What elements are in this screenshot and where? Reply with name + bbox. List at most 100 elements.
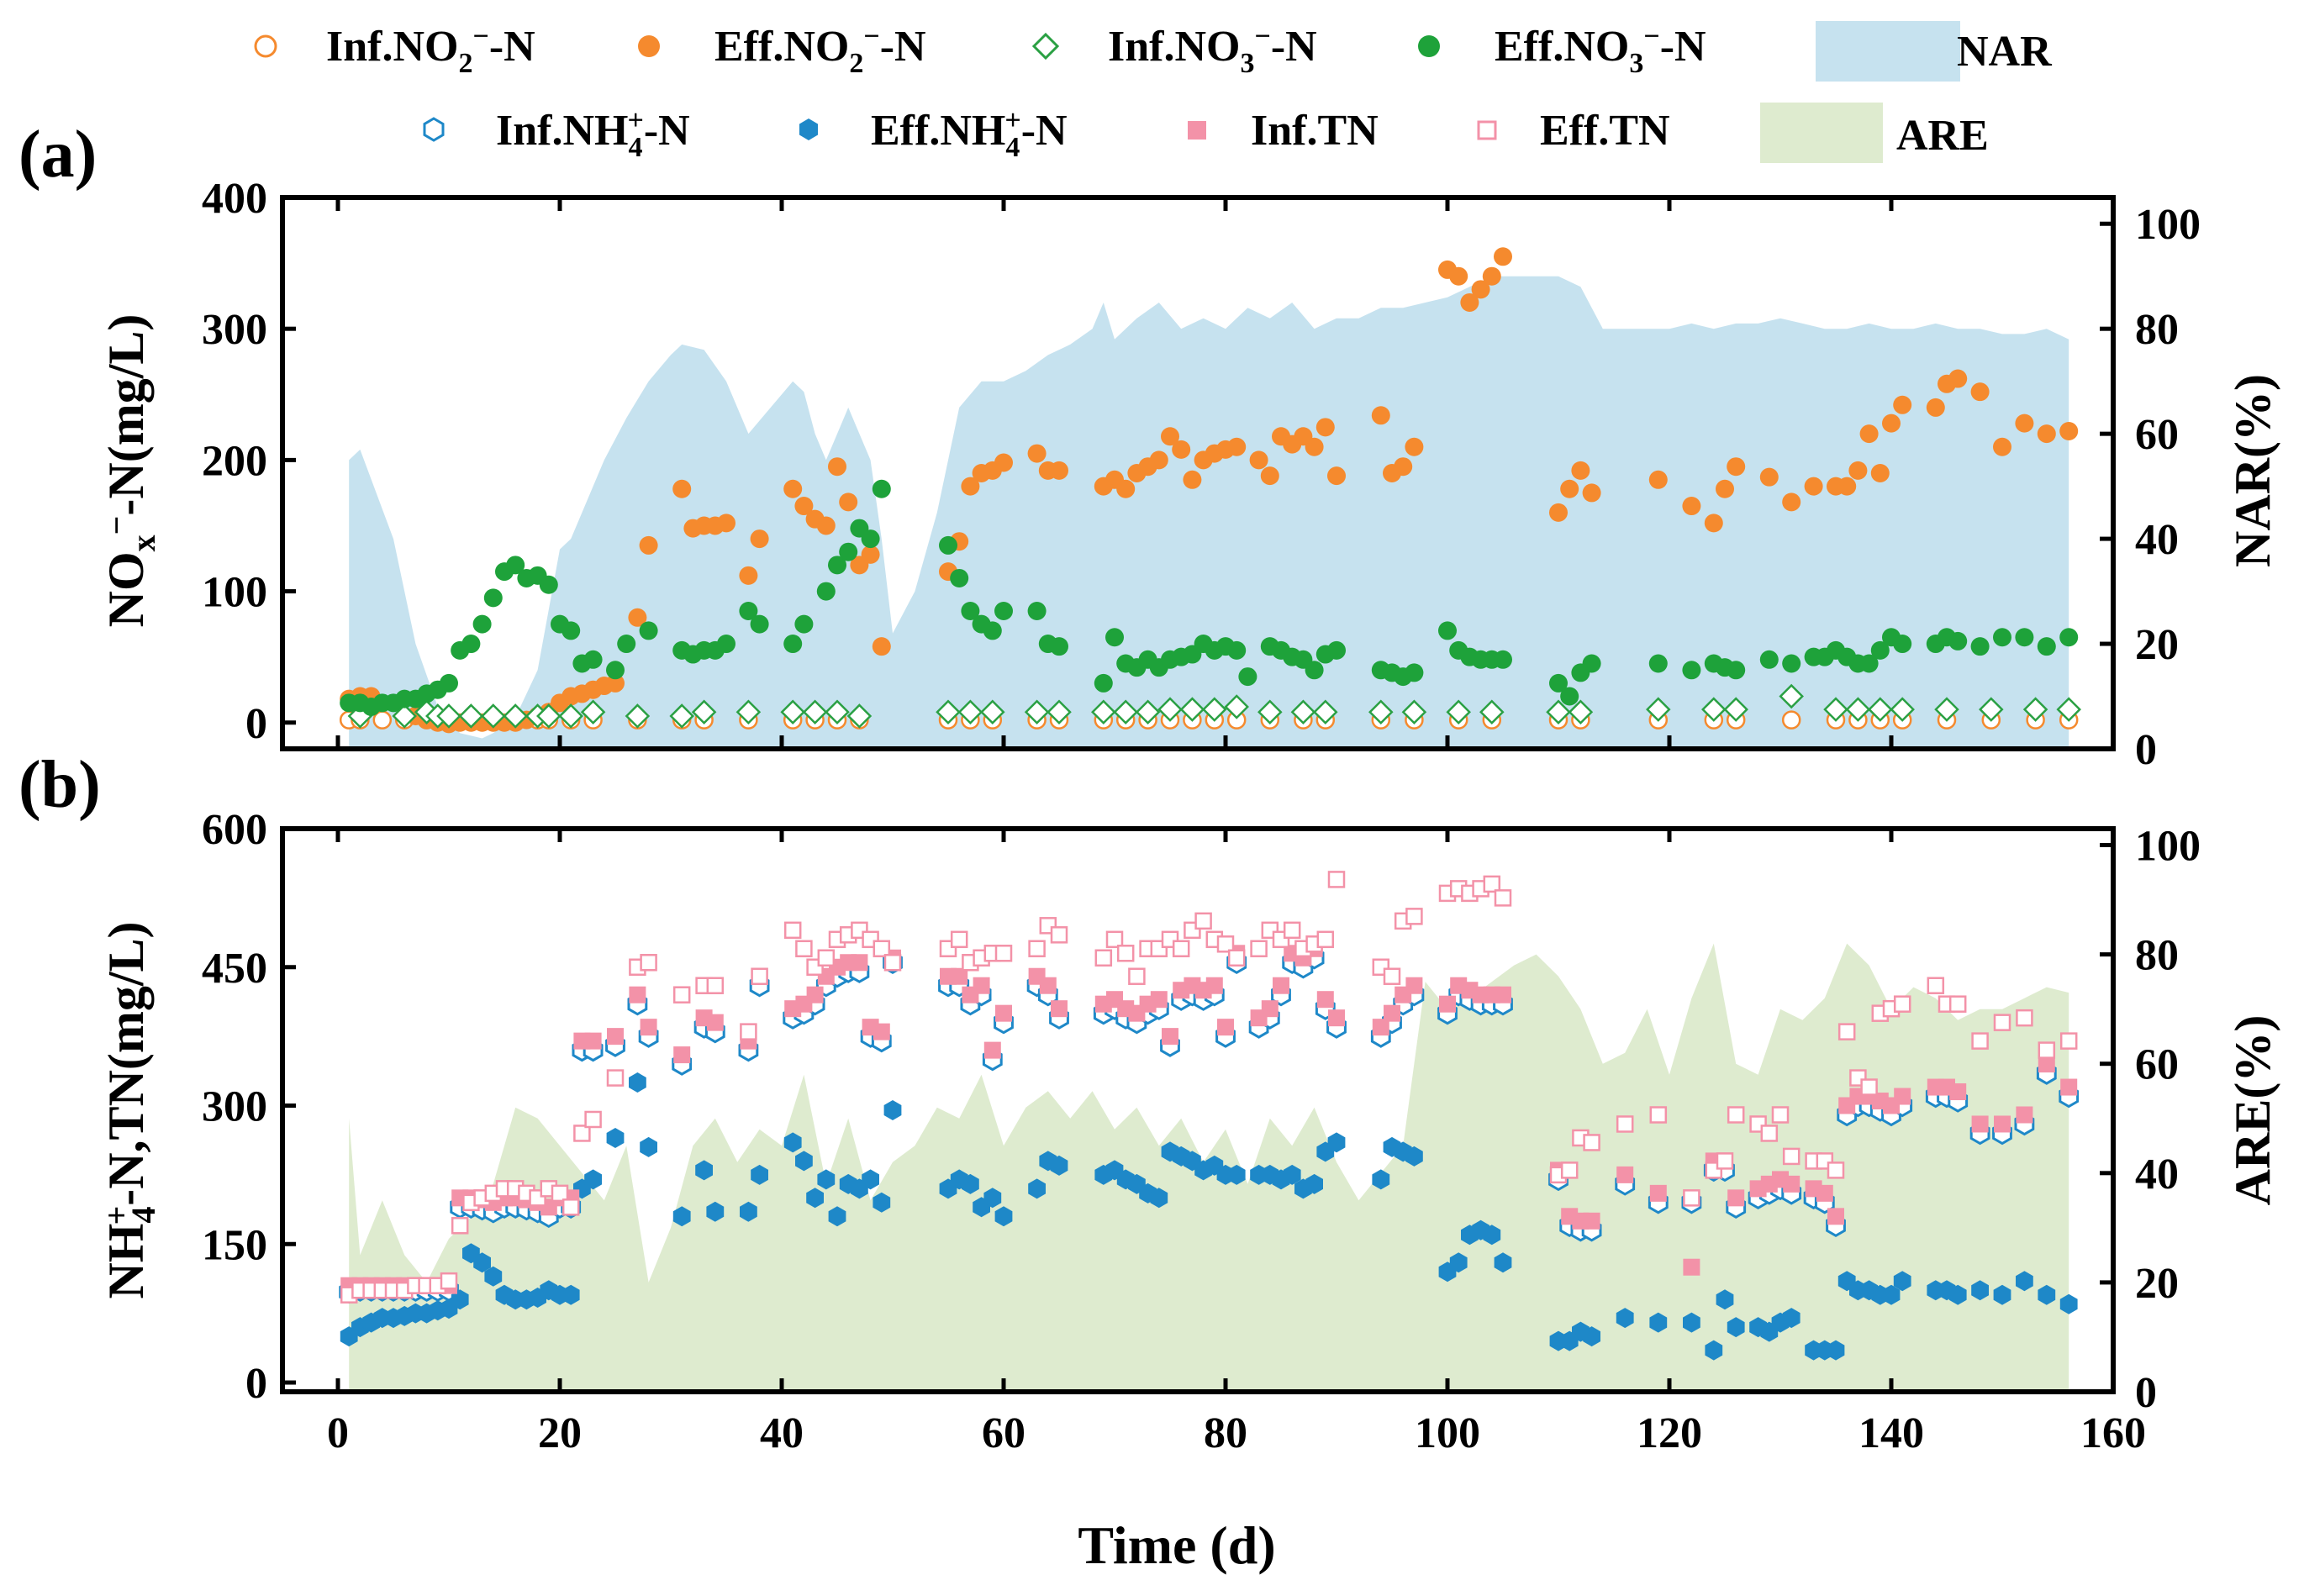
y-tick-label-left: 600 bbox=[202, 806, 267, 854]
data-point bbox=[717, 514, 735, 533]
data-point bbox=[1970, 382, 1990, 402]
data-point bbox=[828, 1206, 846, 1227]
legend-sup: + bbox=[627, 105, 643, 136]
data-point bbox=[873, 940, 891, 958]
data-point bbox=[780, 699, 805, 725]
data-point bbox=[580, 699, 606, 725]
data-point bbox=[995, 1004, 1012, 1022]
data-point bbox=[751, 1164, 768, 1185]
data-point bbox=[1549, 503, 1568, 522]
legend-label-eff-no3-text: Eff.NO bbox=[1495, 23, 1629, 71]
data-point bbox=[1727, 1317, 1745, 1338]
y-axis-label-left-a: NOx−-N(mg/L) bbox=[98, 314, 162, 628]
data-point bbox=[1993, 628, 2011, 647]
legend-suffix: -N bbox=[1271, 23, 1317, 71]
data-point bbox=[1483, 875, 1501, 893]
data-point bbox=[1979, 697, 2004, 722]
plot-frame-a bbox=[280, 195, 2116, 751]
data-point bbox=[1327, 640, 1346, 660]
legend-marker-eff-tn bbox=[1477, 120, 1497, 140]
data-point bbox=[536, 703, 562, 729]
data-point bbox=[672, 1206, 691, 1227]
data-point bbox=[961, 477, 980, 496]
data-point bbox=[1948, 369, 1968, 388]
y-tick-label-right: 40 bbox=[2135, 516, 2179, 564]
data-point bbox=[706, 1201, 725, 1222]
data-point bbox=[816, 516, 836, 535]
data-point bbox=[1893, 635, 1912, 654]
data-point bbox=[1859, 654, 1879, 673]
x-tick-label: 40 bbox=[760, 1409, 804, 1457]
data-point bbox=[1845, 697, 1871, 722]
data-point bbox=[1860, 1078, 1878, 1096]
data-point bbox=[1217, 1019, 1234, 1036]
y-tick-label-right: 0 bbox=[2135, 1369, 2157, 1417]
data-point bbox=[1116, 945, 1135, 962]
data-point bbox=[1384, 1004, 1400, 1022]
legend-label-eff-nh4-text: Eff.NH bbox=[871, 107, 1005, 155]
data-point bbox=[839, 492, 858, 512]
data-point bbox=[1051, 1000, 1068, 1018]
series-3 bbox=[340, 871, 2078, 1304]
data-point bbox=[994, 945, 1013, 962]
data-point bbox=[1494, 247, 1512, 266]
y-tick-label-right: 0 bbox=[2135, 726, 2157, 774]
data-points-b bbox=[339, 871, 2080, 1361]
data-point bbox=[1050, 461, 1068, 480]
data-point bbox=[994, 453, 1013, 472]
legend-label-inf-no2-text: Inf.NO bbox=[326, 23, 458, 71]
panel-a: 0 100 200 300 400 0 20 40 60 80 100 NOx−-N(mg/L) N… bbox=[98, 175, 2280, 774]
data-point bbox=[484, 1266, 503, 1287]
data-point bbox=[1582, 654, 1601, 673]
data-point bbox=[1050, 926, 1068, 944]
legend-item-eff-no2: Eff.NO2−-N bbox=[638, 21, 926, 79]
data-point bbox=[2059, 422, 2079, 441]
data-point bbox=[1494, 1252, 1512, 1273]
data-point bbox=[558, 703, 583, 729]
data-point bbox=[1759, 467, 1779, 487]
data-point bbox=[1460, 292, 1479, 312]
data-point bbox=[1993, 1284, 2011, 1305]
y-tick-label-right: 100 bbox=[2135, 823, 2201, 871]
x-axis-label: Time (d) bbox=[1078, 1515, 1275, 1575]
data-point bbox=[983, 1041, 1001, 1059]
data-point bbox=[2015, 413, 2034, 433]
data-point bbox=[669, 703, 694, 729]
legend-sub: 2 bbox=[458, 48, 472, 79]
legend-label-inf-nh4-text: Inf.NH bbox=[496, 107, 628, 155]
data-point bbox=[1701, 697, 1727, 722]
data-point bbox=[440, 673, 458, 693]
data-point bbox=[1782, 1147, 1800, 1166]
data-point bbox=[861, 545, 880, 564]
data-point bbox=[1401, 699, 1427, 725]
legend-sub: 3 bbox=[1629, 48, 1643, 79]
data-point bbox=[795, 1151, 813, 1172]
legend-label-inf-no3: Inf.NO3−-N bbox=[1108, 21, 1317, 79]
legend-label-inf-tn: Inf.TN bbox=[1251, 107, 1379, 155]
legend-marker-inf-tn bbox=[1188, 121, 1206, 140]
plot-area-a bbox=[349, 276, 2069, 749]
data-point bbox=[872, 637, 891, 656]
data-point bbox=[1870, 640, 1890, 660]
data-point bbox=[1494, 650, 1512, 669]
data-point bbox=[1971, 1032, 1989, 1050]
data-point bbox=[1449, 1252, 1468, 1273]
data-point bbox=[973, 977, 990, 994]
data-points-a bbox=[339, 247, 2081, 734]
data-point bbox=[962, 1173, 979, 1194]
data-point bbox=[640, 1136, 657, 1157]
data-point bbox=[639, 621, 658, 640]
data-point bbox=[1993, 437, 2011, 456]
data-point bbox=[1094, 949, 1113, 967]
data-point bbox=[1683, 1312, 1700, 1333]
legend-label-eff-no3: Eff.NO3−-N bbox=[1495, 21, 1706, 79]
series-3 bbox=[340, 479, 2079, 717]
legend-item-inf-no2: Inf.NO2−-N bbox=[254, 21, 535, 79]
data-point bbox=[1224, 694, 1249, 719]
legend-label-eff-no2-text: Eff.NO bbox=[714, 23, 849, 71]
data-point bbox=[1205, 977, 1223, 994]
data-point bbox=[1405, 1146, 1423, 1167]
data-point bbox=[1704, 514, 1723, 533]
data-point bbox=[957, 699, 983, 725]
legend: Inf.NO2−-N Eff.NO2−-N Inf.NO3−-N Eff.NO3… bbox=[254, 21, 2053, 163]
